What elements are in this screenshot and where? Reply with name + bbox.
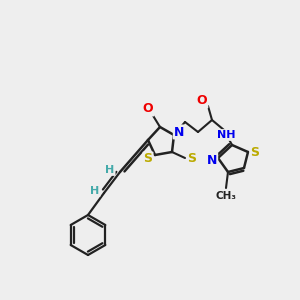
Text: N: N bbox=[207, 154, 217, 166]
Text: H: H bbox=[105, 165, 115, 175]
Text: S: S bbox=[188, 152, 196, 164]
Text: H: H bbox=[90, 186, 100, 196]
Text: N: N bbox=[174, 125, 184, 139]
Text: S: S bbox=[250, 146, 260, 158]
Text: CH₃: CH₃ bbox=[215, 191, 236, 201]
Text: S: S bbox=[143, 152, 152, 166]
Text: O: O bbox=[143, 103, 153, 116]
Text: O: O bbox=[197, 94, 207, 107]
Text: NH: NH bbox=[217, 130, 235, 140]
